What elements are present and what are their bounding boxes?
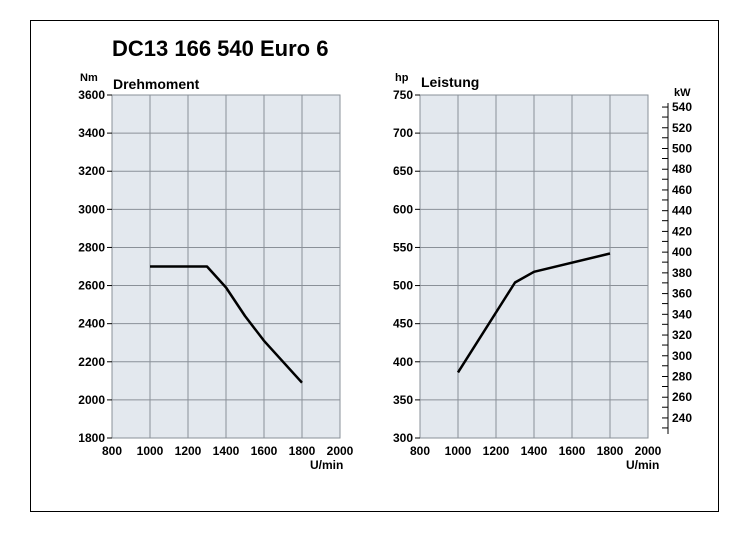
torque-x-tick-label: 1400: [213, 444, 240, 458]
power-series-line: [456, 252, 611, 374]
power-x-tick-label: 1200: [483, 444, 510, 458]
torque-y-tick-label: 2000: [78, 393, 105, 407]
power-x-unit: U/min: [626, 458, 659, 472]
torque-y-tick-label: 3200: [78, 164, 105, 178]
power-chart-title: Leistung: [421, 74, 479, 90]
power-y-tick-label: 750: [393, 88, 413, 102]
power-chart: hp Leistung U/min kW 800 1000 1200 1400 1600…: [393, 72, 692, 472]
torque-y-unit: Nm: [80, 72, 98, 84]
power-y-tick-label: 300: [393, 431, 413, 445]
kw-tick-label: 280: [672, 369, 692, 383]
torque-chart: Nm Drehmoment U/min 800 1000 1200 1400 1600 1…: [78, 72, 353, 472]
torque-x-unit: U/min: [310, 458, 343, 472]
torque-series-line: [150, 265, 303, 384]
torque-y-tick-label: 3600: [78, 88, 105, 102]
kw-tick-label: 360: [672, 287, 692, 301]
kw-tick-label: 380: [672, 266, 692, 280]
power-y-tick-label: 500: [393, 279, 413, 293]
power-x-tick-label: 1400: [521, 444, 548, 458]
kw-tick-label: 520: [672, 121, 692, 135]
torque-chart-title: Drehmoment: [113, 76, 200, 92]
power-secondary-unit: kW: [674, 87, 691, 99]
kw-tick-label: 400: [672, 245, 692, 259]
kw-tick-label: 540: [672, 100, 692, 114]
torque-x-tick-label: 1000: [137, 444, 164, 458]
torque-y-tick-label: 2200: [78, 355, 105, 369]
power-x-tick-label: 1800: [597, 444, 624, 458]
torque-x-tick-label: 1200: [175, 444, 202, 458]
torque-x-tick-label: 1600: [251, 444, 278, 458]
kw-tick-label: 320: [672, 328, 692, 342]
kw-tick-label: 260: [672, 390, 692, 404]
kw-tick-label: 480: [672, 162, 692, 176]
power-y-unit: hp: [395, 72, 409, 84]
kw-tick-label: 460: [672, 183, 692, 197]
kw-tick-label: 300: [672, 349, 692, 363]
power-y-tick-label: 600: [393, 202, 413, 216]
figure-frame: [30, 20, 719, 512]
torque-y-tick-label: 2800: [78, 240, 105, 254]
power-x-tick-label: 800: [410, 444, 430, 458]
kw-tick-label: 340: [672, 307, 692, 321]
kw-tick-label: 440: [672, 204, 692, 218]
figure-title: DC13 166 540 Euro 6: [112, 36, 329, 61]
torque-x-tick-label: 1800: [289, 444, 316, 458]
torque-x-tick-label: 2000: [327, 444, 354, 458]
power-y-tick-label: 400: [393, 355, 413, 369]
power-y-tick-label: 450: [393, 317, 413, 331]
power-x-tick-label: 2000: [635, 444, 662, 458]
power-y-tick-label: 550: [393, 240, 413, 254]
power-x-tick-label: 1600: [559, 444, 586, 458]
power-y-tick-label: 350: [393, 393, 413, 407]
power-y-tick-label: 700: [393, 126, 413, 140]
torque-y-tick-label: 3000: [78, 202, 105, 216]
kw-tick-label: 240: [672, 411, 692, 425]
power-y-tick-label: 650: [393, 164, 413, 178]
kw-tick-label: 500: [672, 142, 692, 156]
torque-y-tick-label: 3400: [78, 126, 105, 140]
kw-tick-label: 420: [672, 224, 692, 238]
torque-y-tick-label: 1800: [78, 431, 105, 445]
torque-y-tick-label: 2400: [78, 317, 105, 331]
power-x-tick-label: 1000: [445, 444, 472, 458]
torque-x-tick-label: 800: [102, 444, 122, 458]
torque-y-tick-label: 2600: [78, 279, 105, 293]
